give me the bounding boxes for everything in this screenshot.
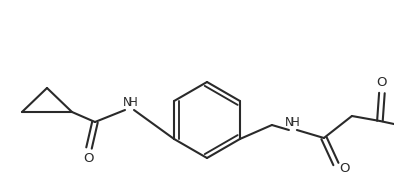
Text: H: H — [290, 116, 299, 128]
Text: H: H — [128, 95, 138, 108]
Text: N: N — [123, 95, 131, 108]
Text: N: N — [284, 116, 293, 128]
Text: O: O — [84, 151, 94, 165]
Text: O: O — [340, 161, 350, 175]
Text: O: O — [377, 76, 387, 89]
